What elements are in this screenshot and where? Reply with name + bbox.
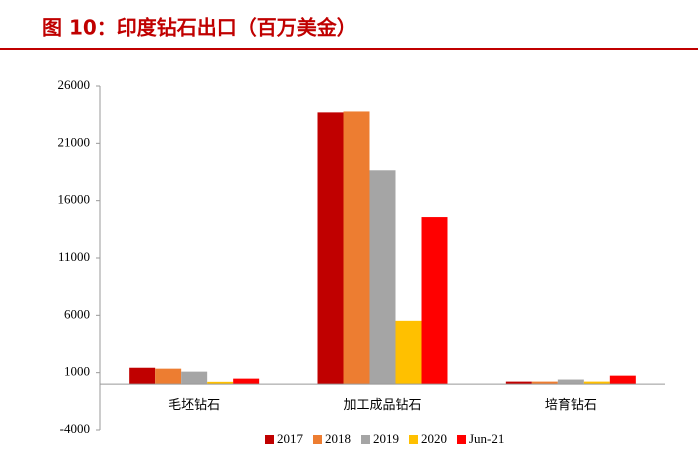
y-tick-label: 11000 bbox=[58, 249, 90, 264]
y-tick-label: 16000 bbox=[58, 192, 91, 207]
bar bbox=[421, 217, 448, 385]
legend-label: Jun-21 bbox=[469, 431, 504, 446]
bar bbox=[233, 378, 260, 385]
y-tick-label: 26000 bbox=[58, 77, 91, 92]
legend-swatch bbox=[313, 435, 322, 444]
bar bbox=[531, 381, 558, 385]
y-tick-label: 1000 bbox=[64, 364, 90, 379]
bar bbox=[505, 381, 532, 385]
bar bbox=[369, 170, 396, 385]
bar bbox=[609, 375, 636, 385]
bar bbox=[343, 111, 370, 385]
legend-label: 2020 bbox=[421, 431, 447, 446]
legend-swatch bbox=[409, 435, 418, 444]
bar bbox=[207, 381, 234, 385]
x-tick-label: 毛坯钻石 bbox=[168, 397, 220, 412]
x-tick-label: 加工成品钻石 bbox=[343, 397, 421, 412]
y-tick-label: 21000 bbox=[58, 134, 91, 149]
bar bbox=[395, 320, 422, 385]
chart-title: 图 10：印度钻石出口（百万美金） bbox=[42, 16, 357, 40]
bar bbox=[583, 381, 610, 385]
legend-label: 2019 bbox=[373, 431, 399, 446]
y-tick-label: -4000 bbox=[60, 421, 90, 436]
y-tick-label: 6000 bbox=[64, 306, 90, 321]
legend-swatch bbox=[361, 435, 370, 444]
bar bbox=[155, 368, 182, 385]
x-tick-label: 培育钻石 bbox=[545, 397, 597, 412]
bar bbox=[181, 371, 208, 385]
legend-swatch bbox=[265, 435, 274, 444]
legend-label: 2018 bbox=[325, 431, 351, 446]
legend-label: 2017 bbox=[277, 431, 304, 446]
bar bbox=[129, 367, 156, 385]
bar bbox=[557, 379, 584, 385]
bar bbox=[317, 112, 344, 385]
legend-swatch bbox=[457, 435, 466, 444]
